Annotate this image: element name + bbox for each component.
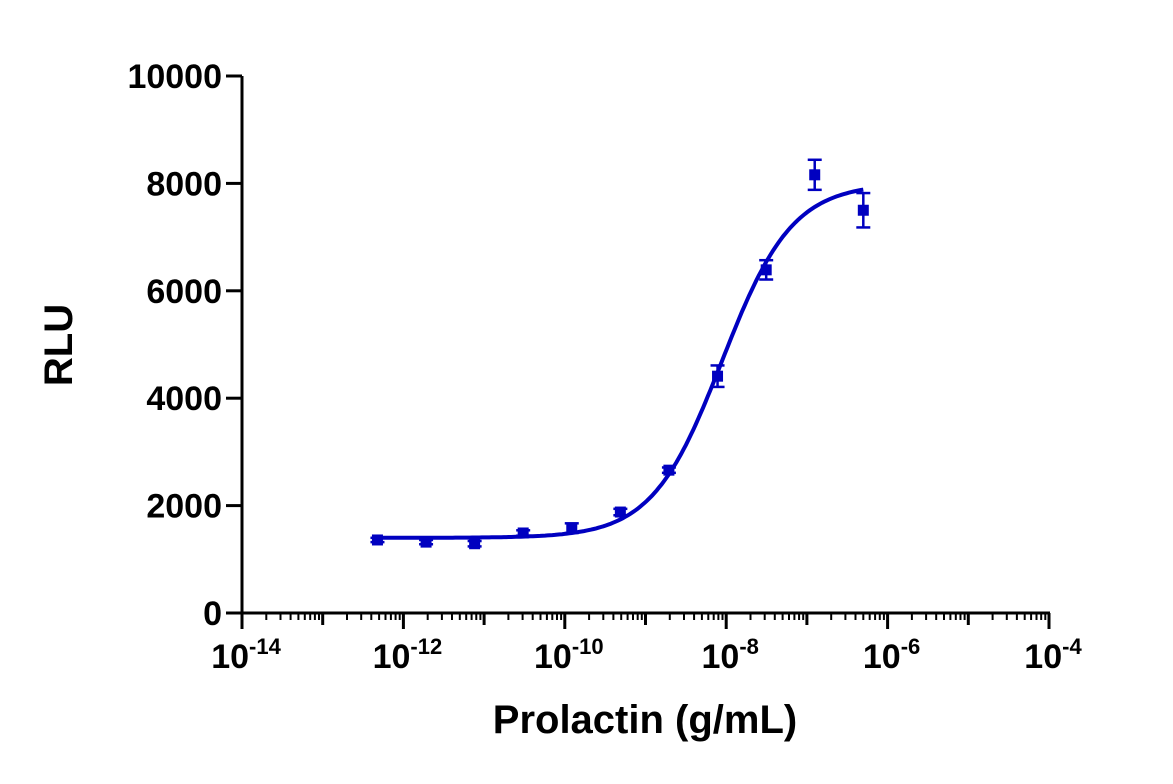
point-marker xyxy=(420,536,432,548)
data-point xyxy=(613,506,628,518)
tick-exponent: -8 xyxy=(739,634,759,659)
x-tick-label: 10-14 xyxy=(211,634,281,676)
tick-base: 10 xyxy=(702,638,740,676)
y-tick-label: 4000 xyxy=(146,380,222,418)
tick-base: 10 xyxy=(1024,638,1062,676)
fit-curve xyxy=(377,187,864,540)
y-tick-label: 8000 xyxy=(146,165,222,203)
y-tick-labels: 0 2000 4000 6000 8000 10000 xyxy=(127,58,222,633)
point-marker xyxy=(760,264,772,276)
tick-exponent: -4 xyxy=(1062,634,1082,659)
tick-base: 10 xyxy=(211,638,249,676)
point-marker xyxy=(809,169,821,181)
x-tick-labels: 10-14 10-12 10-10 10-8 10-6 10-4 xyxy=(211,634,1082,676)
tick-exponent: -12 xyxy=(410,634,442,659)
tick-exponent: -14 xyxy=(249,634,282,659)
axes xyxy=(226,74,1051,629)
tick-base: 10 xyxy=(863,638,901,676)
x-tick-label: 10-12 xyxy=(373,634,443,676)
data-point xyxy=(370,534,385,546)
x-tick-label: 10-6 xyxy=(863,634,920,676)
x-tick-label: 10-4 xyxy=(1024,634,1082,676)
data-point xyxy=(807,158,822,192)
data-point xyxy=(856,191,871,229)
point-marker xyxy=(663,464,675,476)
tick-base: 10 xyxy=(534,638,572,676)
data-point xyxy=(759,258,774,281)
y-axis-label: RLU xyxy=(37,304,81,386)
y-tick-label: 10000 xyxy=(127,58,222,96)
tick-exponent: -6 xyxy=(901,634,921,659)
x-tick-label: 10-8 xyxy=(702,634,759,676)
point-marker xyxy=(857,204,869,216)
data-point xyxy=(467,538,482,550)
data-points xyxy=(370,158,871,550)
point-marker xyxy=(566,522,578,534)
data-point xyxy=(419,536,434,548)
x-axis-label: Prolactin (g/mL) xyxy=(493,698,797,742)
data-point xyxy=(710,364,725,389)
point-marker xyxy=(517,527,529,539)
point-marker xyxy=(712,370,724,382)
y-tick-label: 0 xyxy=(203,595,222,633)
y-tick-label: 6000 xyxy=(146,273,222,311)
x-tick-label: 10-10 xyxy=(534,634,604,676)
data-point xyxy=(661,464,676,476)
tick-base: 10 xyxy=(373,638,411,676)
tick-exponent: -10 xyxy=(572,634,604,659)
point-marker xyxy=(371,534,383,546)
point-marker xyxy=(614,506,626,518)
point-marker xyxy=(469,538,481,550)
y-tick-label: 2000 xyxy=(146,488,222,526)
data-point xyxy=(516,527,531,539)
data-point xyxy=(564,522,579,535)
